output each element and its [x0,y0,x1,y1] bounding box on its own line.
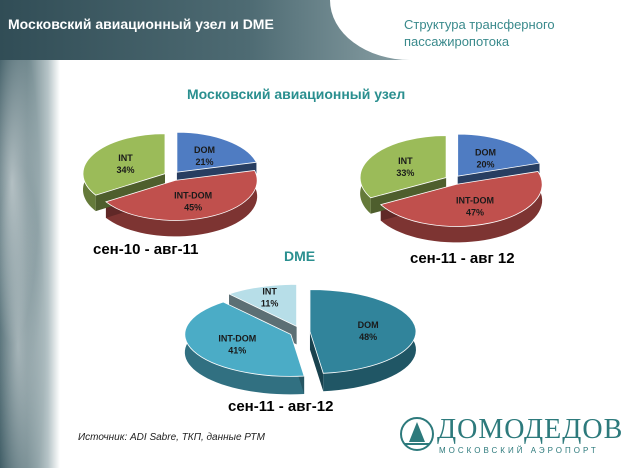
pie2-label-int: INT [398,156,413,166]
pie3-slice-dom [309,289,417,374]
pie1-period-label: сен-10 - авг-11 [93,241,199,258]
pie1-value-int-dom: 45% [184,203,202,213]
airport-logo-icon [400,417,434,451]
pie2-value-dom: 20% [476,159,494,169]
pie3-label-int-dom: INT-DOM [218,334,256,344]
logo-wordmark: ДОМОДЕДОВО [437,414,622,445]
pie3-slice-int [227,283,298,327]
header-light-area [330,0,622,60]
pie3-label-dom: DOM [358,320,379,330]
cloud-sidebar [0,0,60,468]
pie2-label-int-dom: INT-DOM [456,196,494,206]
pie2-period-label: сен-11 - авг 12 [410,250,515,267]
pie-chart-2: DOM 20% INT-DOM 47% INT 33% [359,133,543,243]
pie3-value-dom: 48% [359,332,377,342]
pie2-slice-dom [457,133,541,177]
slide-title: Московский авиационный узел и DME [8,16,274,32]
domodedovo-logo: ДОМОДЕДОВО МОСКОВСКИЙ АЭРОПОРТ [397,410,622,460]
pie1-label-int-dom: INT-DOM [174,191,212,201]
pie2-value-int-dom: 47% [466,208,484,218]
source-note: Источник: ADI Sabre, ТКП, данные РТМ [78,432,265,443]
pie1-slice-int-dom [105,170,258,221]
pie2-slice-int [359,135,447,199]
moscow-hub-title: Московский авиационный узел [187,86,406,102]
pie1-slice-int [82,133,166,196]
pie1-side-int-dom [105,170,258,237]
pie3-value-int: 11% [261,299,279,309]
slide-subtitle: Структура трансферного пассажиропотока [404,17,555,49]
pie1-label-int: INT [118,153,133,163]
pie1-value-dom: 21% [196,157,214,167]
pie1-slice-dom [176,131,257,173]
pie3-label-int: INT [262,287,277,297]
pie2-label-dom: DOM [475,147,496,157]
header-band: Московский авиационный узел и DME Структ… [0,0,622,60]
pie1-label-dom: DOM [194,145,215,155]
pie3-period-label: сен-11 - авг-12 [228,398,334,415]
pie2-slice-int-dom [379,170,543,227]
pie3-side-int-dom [184,302,305,395]
pie3-face-dom-1 [309,331,324,392]
pie1-value-int: 34% [116,165,134,175]
pie2-value-int: 33% [396,168,414,178]
pie3-value-int-dom: 41% [228,346,246,356]
dme-title: DME [284,248,316,264]
logo-subtitle: МОСКОВСКИЙ АЭРОПОРТ [439,446,599,455]
pie3-slice-int-dom [184,301,305,377]
pie2-side-int-dom [380,171,543,243]
pie-chart-3: DOM 48% INT-DOM 41% INT 11% [184,283,417,395]
pie-chart-1: DOM 21% INT-DOM 45% INT 34% [82,131,258,237]
